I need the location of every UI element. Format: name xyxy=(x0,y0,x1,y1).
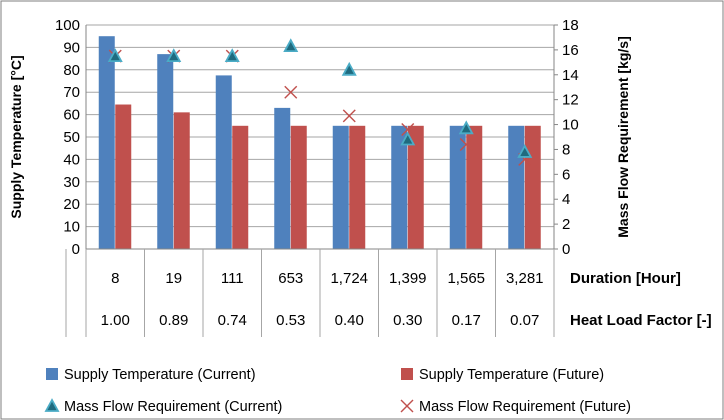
category-row-title: Duration [Hour] xyxy=(570,270,681,287)
triangle-marker xyxy=(400,131,416,146)
legend-item: Mass Flow Requirement (Current) xyxy=(44,398,282,415)
bar xyxy=(215,75,232,250)
y-tick-label: 20 xyxy=(63,196,80,213)
category-row-title: Heat Load Factor [-] xyxy=(570,312,712,329)
y2-axis-title: Mass Flow Requirement [kg/s] xyxy=(615,36,631,237)
legend: Supply Temperature (Current) Supply Tempe… xyxy=(44,367,631,415)
triangle-marker xyxy=(517,144,533,158)
legend-item: Supply Temperature (Current) xyxy=(46,367,256,383)
category-label: 1,724 xyxy=(330,270,368,287)
category-label: 0.17 xyxy=(452,312,481,329)
bar xyxy=(290,125,307,249)
bar xyxy=(173,112,190,249)
bar xyxy=(157,54,174,250)
triangle-marker xyxy=(283,38,299,53)
y-tick-label: 40 xyxy=(63,151,80,168)
bar xyxy=(466,125,483,249)
y2-tick-label: 8 xyxy=(562,141,570,158)
y-tick-labels: 0 10 20 30 40 50 60 70 80 90 100 xyxy=(55,17,80,258)
category-label: 19 xyxy=(165,270,182,287)
bar xyxy=(349,125,366,249)
y-tick-label: 60 xyxy=(63,107,80,124)
bar xyxy=(449,125,466,249)
y2-tick-label: 16 xyxy=(562,42,579,59)
y2-tick-label: 10 xyxy=(562,117,579,134)
category-row-titles: Duration [Hour] Heat Load Factor [-] xyxy=(570,270,712,329)
category-label: 653 xyxy=(278,270,303,287)
bar xyxy=(274,107,291,249)
triangle-marker xyxy=(107,48,123,63)
legend-item: Mass Flow Requirement (Future) xyxy=(400,399,631,415)
category-label: 1.00 xyxy=(101,312,130,329)
legend-swatch xyxy=(401,368,413,380)
y-tick-label: 80 xyxy=(63,62,80,79)
category-label: 0.07 xyxy=(510,312,539,329)
x-marker xyxy=(459,137,473,151)
triangle-marker xyxy=(166,48,182,63)
category-label: 8 xyxy=(111,270,119,287)
category-table: 8 19 111 653 1,724 1,399 1,565 3,281 1.00 0.89 0.7… xyxy=(65,249,555,337)
y2-tick-label: 14 xyxy=(562,67,579,84)
y2-tick-label: 2 xyxy=(562,216,570,233)
triangle-marker xyxy=(458,120,474,135)
bar xyxy=(508,125,525,249)
y-tick-label: 30 xyxy=(63,174,80,191)
bar xyxy=(332,125,349,249)
category-label: 3,281 xyxy=(506,270,544,287)
y2-tick-label: 18 xyxy=(562,17,579,34)
y-tick-label: 100 xyxy=(55,17,80,34)
category-label: 0.89 xyxy=(159,312,188,329)
x-marker xyxy=(401,123,415,137)
x-marker xyxy=(284,85,298,99)
markers xyxy=(107,38,533,166)
y2-tick-label: 6 xyxy=(562,166,570,183)
category-label: 1,565 xyxy=(447,270,485,287)
bar xyxy=(524,125,541,249)
y-tick-label: 90 xyxy=(63,39,80,56)
bar xyxy=(98,36,115,250)
y2-tick-labels: 0 2 4 6 8 10 12 14 16 18 xyxy=(562,17,579,258)
y2-tick-label: 0 xyxy=(562,241,570,258)
y-tick-label: 0 xyxy=(72,241,80,258)
y-tick-label: 70 xyxy=(63,84,80,101)
legend-label: Mass Flow Requirement (Future) xyxy=(419,399,631,415)
legend-label: Supply Temperature (Future) xyxy=(419,367,604,383)
category-label: 0.53 xyxy=(276,312,305,329)
y2-tick-label: 4 xyxy=(562,191,570,208)
x-marker xyxy=(400,399,414,413)
bar xyxy=(407,125,424,249)
category-label: 0.74 xyxy=(218,312,247,329)
legend-label: Supply Temperature (Current) xyxy=(64,367,256,383)
bar xyxy=(232,125,249,249)
triangle-marker xyxy=(44,398,60,412)
y-tick-label: 10 xyxy=(63,219,80,236)
triangle-marker xyxy=(341,61,357,76)
category-label: 111 xyxy=(221,270,244,287)
category-label: 0.30 xyxy=(393,312,422,329)
y-axis-title: Supply Temperature [°C] xyxy=(8,55,24,218)
bar xyxy=(391,125,408,249)
y2-tick-label: 12 xyxy=(562,92,579,109)
triangle-marker xyxy=(224,48,240,63)
legend-label: Mass Flow Requirement (Current) xyxy=(64,399,282,415)
legend-swatch xyxy=(46,368,58,380)
bar xyxy=(115,104,132,250)
category-label: 0.40 xyxy=(335,312,364,329)
x-marker xyxy=(342,109,356,123)
legend-item: Supply Temperature (Future) xyxy=(401,367,604,383)
y-tick-label: 50 xyxy=(63,129,80,146)
category-label: 1,399 xyxy=(389,270,427,287)
